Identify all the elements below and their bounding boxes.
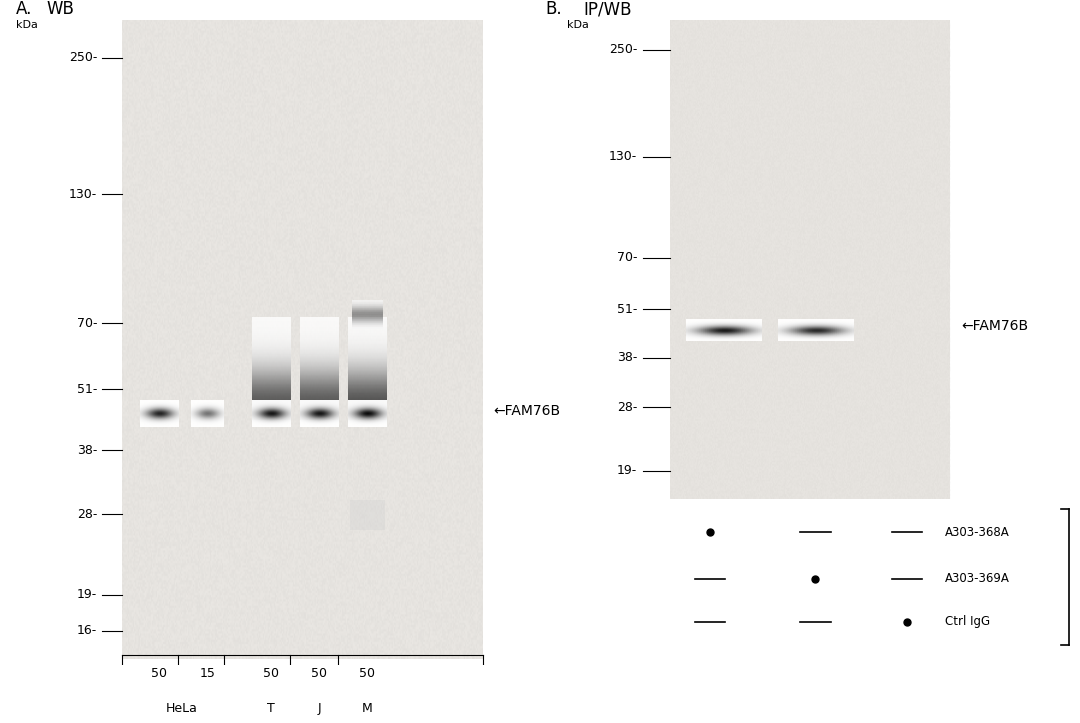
Text: J: J [318,702,321,715]
Text: HeLa: HeLa [166,702,198,715]
Text: 70-: 70- [617,251,637,264]
Text: 38-: 38- [77,444,97,457]
Text: 28-: 28- [617,401,637,414]
Text: 19-: 19- [77,589,97,602]
Text: A.: A. [16,0,32,18]
Text: M: M [362,702,373,715]
Text: 28-: 28- [77,508,97,521]
Text: A303-368A: A303-368A [945,526,1010,539]
Text: 51-: 51- [617,303,637,316]
Text: B.: B. [545,0,562,18]
Text: 50: 50 [262,667,279,680]
Text: 50: 50 [360,667,376,680]
Text: IP/WB: IP/WB [583,0,632,18]
Text: 16-: 16- [77,624,97,637]
Text: 19-: 19- [617,464,637,477]
Text: ←FAM76B: ←FAM76B [961,320,1028,333]
Text: 51-: 51- [77,382,97,395]
Bar [670,20,950,499]
Text: 50: 50 [311,667,327,680]
Text: 70-: 70- [77,317,97,330]
Text: Ctrl IgG: Ctrl IgG [945,615,990,628]
Text: ←FAM76B: ←FAM76B [494,403,561,418]
Text: kDa: kDa [567,20,589,30]
Text: T: T [267,702,274,715]
Text: 38-: 38- [617,351,637,364]
Text: kDa: kDa [16,20,38,30]
Text: 50: 50 [151,667,167,680]
Text: 130-: 130- [69,188,97,201]
Text: 15: 15 [200,667,215,680]
Text: 250-: 250- [609,43,637,56]
Text: A303-369A: A303-369A [945,572,1010,585]
Text: 130-: 130- [609,150,637,163]
Text: 250-: 250- [69,51,97,64]
Bar [122,20,483,659]
Text: WB: WB [46,0,75,18]
